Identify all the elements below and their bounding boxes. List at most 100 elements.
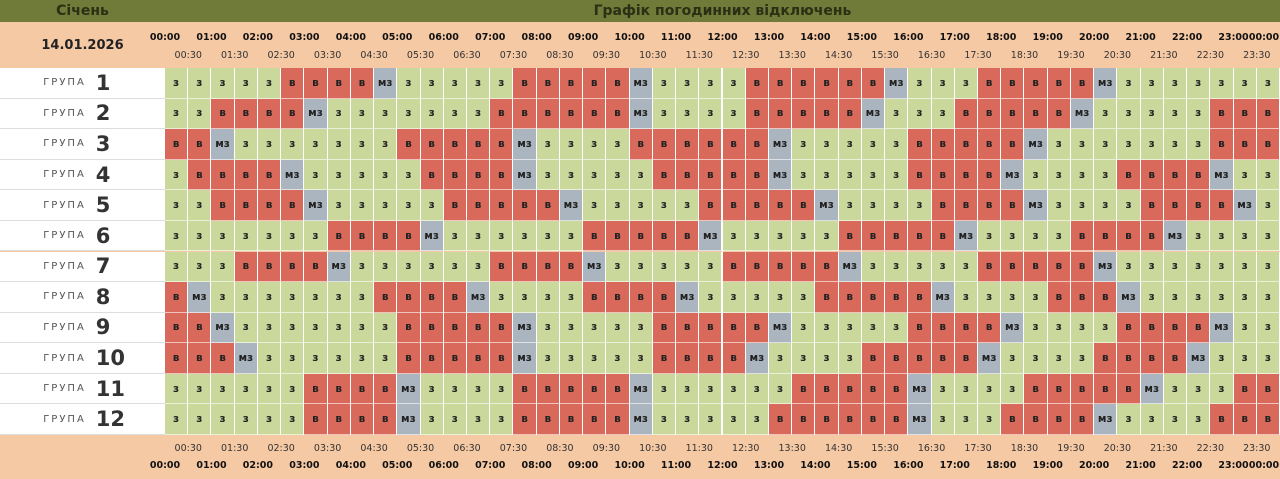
cell: з <box>490 404 514 435</box>
cell: з <box>1140 129 1164 160</box>
cell: в <box>885 404 909 435</box>
group-number: 12 <box>95 407 126 432</box>
cell: в <box>536 190 560 221</box>
cell: з <box>1094 312 1118 344</box>
cell: з <box>281 343 305 374</box>
cell: в <box>165 129 189 160</box>
half-hour-label: 17:30 <box>964 443 992 454</box>
cell: з <box>652 98 677 130</box>
cell: в <box>745 190 769 221</box>
cell: з <box>908 190 932 221</box>
cell: в <box>327 68 351 99</box>
half-hour-label: 08:30 <box>546 50 574 61</box>
cell: в <box>629 282 653 313</box>
cell: в <box>629 220 653 252</box>
cell: з <box>1256 343 1280 374</box>
cell: з <box>861 190 886 221</box>
cell: в <box>327 373 351 405</box>
cell: в <box>978 159 1002 191</box>
cell: з <box>1117 68 1141 99</box>
cell: в <box>838 282 862 313</box>
cell: в <box>559 251 584 283</box>
cell: в <box>397 129 421 160</box>
cell: в <box>536 373 560 405</box>
cell: в <box>536 251 560 283</box>
cell: з <box>885 129 909 160</box>
cell: в <box>188 343 212 374</box>
cell: з <box>885 312 909 344</box>
cell: з <box>1163 404 1188 435</box>
cell: з <box>350 98 375 130</box>
cell: в <box>1070 373 1095 405</box>
cell: в <box>304 373 328 405</box>
cell: з <box>559 220 584 252</box>
half-hour-label: 11:30 <box>685 443 713 454</box>
cell: в <box>513 98 537 130</box>
cell: з <box>257 373 282 405</box>
cell: в <box>583 404 607 435</box>
cell: з <box>1094 129 1118 160</box>
cell: з <box>1140 282 1164 313</box>
cell: з <box>1001 282 1025 313</box>
cell: в <box>397 343 421 374</box>
cell: з <box>815 312 839 344</box>
hour-label: 10:00 <box>614 32 645 43</box>
cell: в <box>211 98 235 130</box>
cell: з <box>908 98 932 130</box>
cell: з <box>350 251 375 283</box>
cell: в <box>768 190 793 221</box>
cell: в <box>629 129 653 160</box>
cell: з <box>536 282 560 313</box>
hour-label: 12:00 <box>707 32 738 43</box>
cell: з <box>327 343 351 374</box>
cell: в <box>1024 68 1048 99</box>
cell: з <box>978 282 1002 313</box>
cell: в <box>466 312 491 344</box>
cell: з <box>1256 282 1280 313</box>
hour-label: 03:00 <box>289 32 320 43</box>
cell: в <box>1070 404 1095 435</box>
cell: з <box>676 190 700 221</box>
cell: в <box>792 68 816 99</box>
cell: в <box>466 129 491 160</box>
row-label: ГРУПА 4 <box>0 159 165 191</box>
cell: з <box>792 129 816 160</box>
cell: з <box>304 312 328 344</box>
cell: з <box>165 159 189 191</box>
cell: в <box>490 159 514 191</box>
cell: в <box>722 251 746 283</box>
cell: з <box>350 190 375 221</box>
cell: в <box>1233 98 1257 130</box>
cell: мз <box>1210 312 1234 344</box>
cell: з <box>443 220 467 252</box>
cell: з <box>1187 98 1211 130</box>
cell: з <box>978 373 1002 405</box>
cell: в <box>606 404 630 435</box>
cell: в <box>234 190 258 221</box>
group-word: ГРУПА <box>43 413 86 425</box>
cell: в <box>559 98 584 130</box>
cell: в <box>1070 251 1095 283</box>
cell: з <box>1070 159 1095 191</box>
hour-label: 14:00 <box>800 32 831 43</box>
hour-line <box>1186 68 1188 435</box>
cell: в <box>350 373 375 405</box>
cell: в <box>699 343 723 374</box>
cell: з <box>281 220 305 252</box>
cell: з <box>676 98 700 130</box>
cell: з <box>722 404 746 435</box>
cell: з <box>397 159 421 191</box>
cell: мз <box>815 190 839 221</box>
cell: з <box>304 159 328 191</box>
row-label: ГРУПА 9 <box>0 312 165 344</box>
cell: з <box>1163 98 1188 130</box>
half-hour-label: 10:30 <box>639 443 667 454</box>
cell: з <box>838 129 862 160</box>
cell: з <box>722 373 746 405</box>
cell: в <box>397 220 421 252</box>
group-word: ГРУПА <box>43 138 86 150</box>
cell: з <box>165 190 189 221</box>
cell: мз <box>1001 159 1025 191</box>
cell: з <box>536 343 560 374</box>
cell: в <box>420 129 444 160</box>
